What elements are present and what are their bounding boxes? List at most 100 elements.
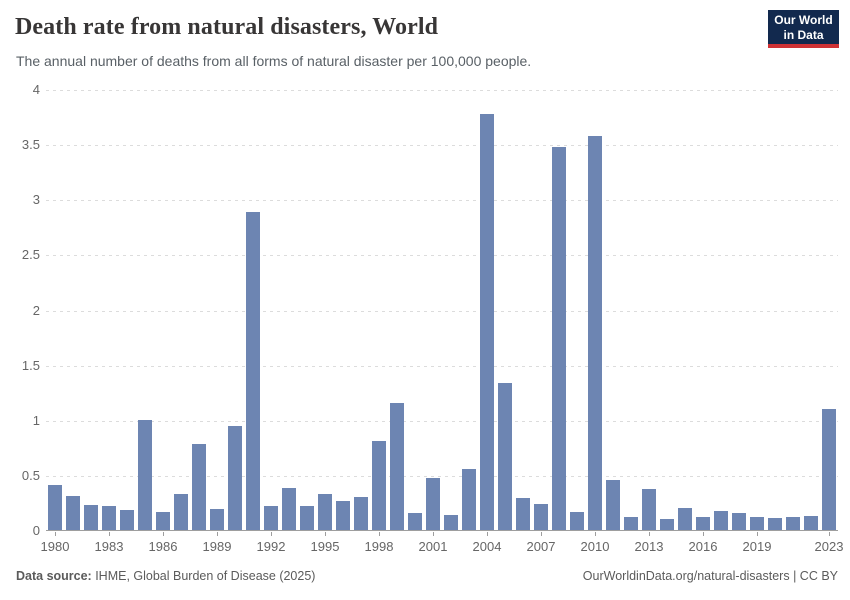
y-gridline [46,255,838,257]
bar-1988[interactable] [192,444,206,530]
x-axis-tick-label: 1989 [202,539,232,554]
bar-1981[interactable] [66,495,80,530]
bar-2009[interactable] [570,512,584,530]
bar-2008[interactable] [552,147,566,530]
bar-2006[interactable] [516,498,530,530]
bar-2022[interactable] [804,515,818,530]
x-axis-tick [541,532,542,536]
chart-subtitle: The annual number of deaths from all for… [16,53,532,69]
x-axis-tick [109,532,110,536]
bar-2014[interactable] [660,518,674,530]
bar-1980[interactable] [48,484,62,530]
bar-1986[interactable] [156,512,170,530]
bar-1999[interactable] [390,403,404,530]
bar-1997[interactable] [354,496,368,530]
x-axis-tick [649,532,650,536]
y-axis-tick-label: 1.5 [21,357,40,373]
bar-2000[interactable] [408,513,422,530]
bar-1993[interactable] [282,488,296,530]
bar-2010[interactable] [588,136,602,530]
x-axis-tick [487,532,488,536]
x-axis-tick [379,532,380,536]
bar-2011[interactable] [606,480,620,530]
x-axis-tick-label: 2004 [472,539,502,554]
x-axis-tick-label: 1998 [364,539,394,554]
bar-2005[interactable] [498,383,512,530]
bar-1996[interactable] [336,501,350,530]
x-axis-tick-label: 1995 [310,539,340,554]
bar-2015[interactable] [678,507,692,530]
y-axis-tick-label: 1 [32,412,40,428]
y-gridline [46,420,838,422]
x-axis-tick [217,532,218,536]
bar-1982[interactable] [84,504,98,530]
owid-logo[interactable]: Our World in Data [768,10,839,48]
bar-2017[interactable] [714,511,728,530]
y-axis-tick-label: 2.5 [21,247,40,263]
y-gridline [46,200,838,202]
x-axis-tick-label: 2013 [634,539,664,554]
x-axis-line [46,530,838,531]
y-axis-tick-label: 3.5 [21,137,40,153]
owid-logo-line2: in Data [783,28,824,42]
bar-2018[interactable] [732,513,746,530]
x-axis-tick-label: 2001 [418,539,448,554]
bar-2003[interactable] [462,469,476,530]
bar-2021[interactable] [786,516,800,530]
data-source-label: Data source: [16,569,92,583]
x-axis-tick [433,532,434,536]
x-axis-tick-label: 2016 [688,539,718,554]
x-axis-tick [829,532,830,536]
bar-2013[interactable] [642,489,656,530]
x-axis-tick [271,532,272,536]
bar-2012[interactable] [624,516,638,530]
x-axis-tick-label: 2010 [580,539,610,554]
bar-1995[interactable] [318,493,332,530]
bar-1998[interactable] [372,440,386,530]
x-axis-tick [325,532,326,536]
bar-1989[interactable] [210,509,224,530]
data-source-note: Data source: IHME, Global Burden of Dise… [16,569,315,583]
y-axis-labels: 0 0.5 1 1.5 2 2.5 3 3.5 4 [0,82,40,538]
y-gridline [46,145,838,147]
bar-1983[interactable] [102,505,116,530]
y-axis-tick-label: 4 [32,82,40,97]
x-axis-tick-label: 1980 [40,539,70,554]
bar-1990[interactable] [228,426,242,530]
y-gridline [46,475,838,477]
credit-link[interactable]: OurWorldinData.org/natural-disasters | C… [582,569,838,583]
x-axis-tick-label: 1983 [94,539,124,554]
bar-2007[interactable] [534,503,548,530]
y-axis-tick-label: 0.5 [21,467,40,483]
bar-2023[interactable] [822,408,836,530]
bar-2019[interactable] [750,516,764,530]
bar-1985[interactable] [138,419,152,530]
bar-2002[interactable] [444,514,458,530]
y-gridline [46,365,838,367]
x-axis-tick [757,532,758,536]
bar-1984[interactable] [120,510,134,530]
y-axis-tick-label: 2 [32,302,40,318]
x-axis-tick [595,532,596,536]
bar-2001[interactable] [426,478,440,530]
y-gridline [46,310,838,312]
bar-2016[interactable] [696,516,710,530]
y-gridline [46,90,838,91]
bar-1992[interactable] [264,505,278,530]
x-axis-tick [703,532,704,536]
y-axis-tick-label: 3 [32,192,40,208]
x-axis-tick [55,532,56,536]
y-axis-tick-label: 0 [32,523,40,538]
x-axis-tick [163,532,164,536]
owid-logo-line1: Our World [774,13,833,27]
bar-1994[interactable] [300,505,314,530]
x-axis-tick-label: 2007 [526,539,556,554]
x-axis-tick-label: 2023 [814,539,844,554]
bar-2004[interactable] [480,114,494,530]
bar-1991[interactable] [246,212,260,530]
x-axis-tick-label: 1992 [256,539,286,554]
chart-footer: Data source: IHME, Global Burden of Dise… [16,569,838,583]
bar-2020[interactable] [768,517,782,530]
bar-1987[interactable] [174,493,188,530]
